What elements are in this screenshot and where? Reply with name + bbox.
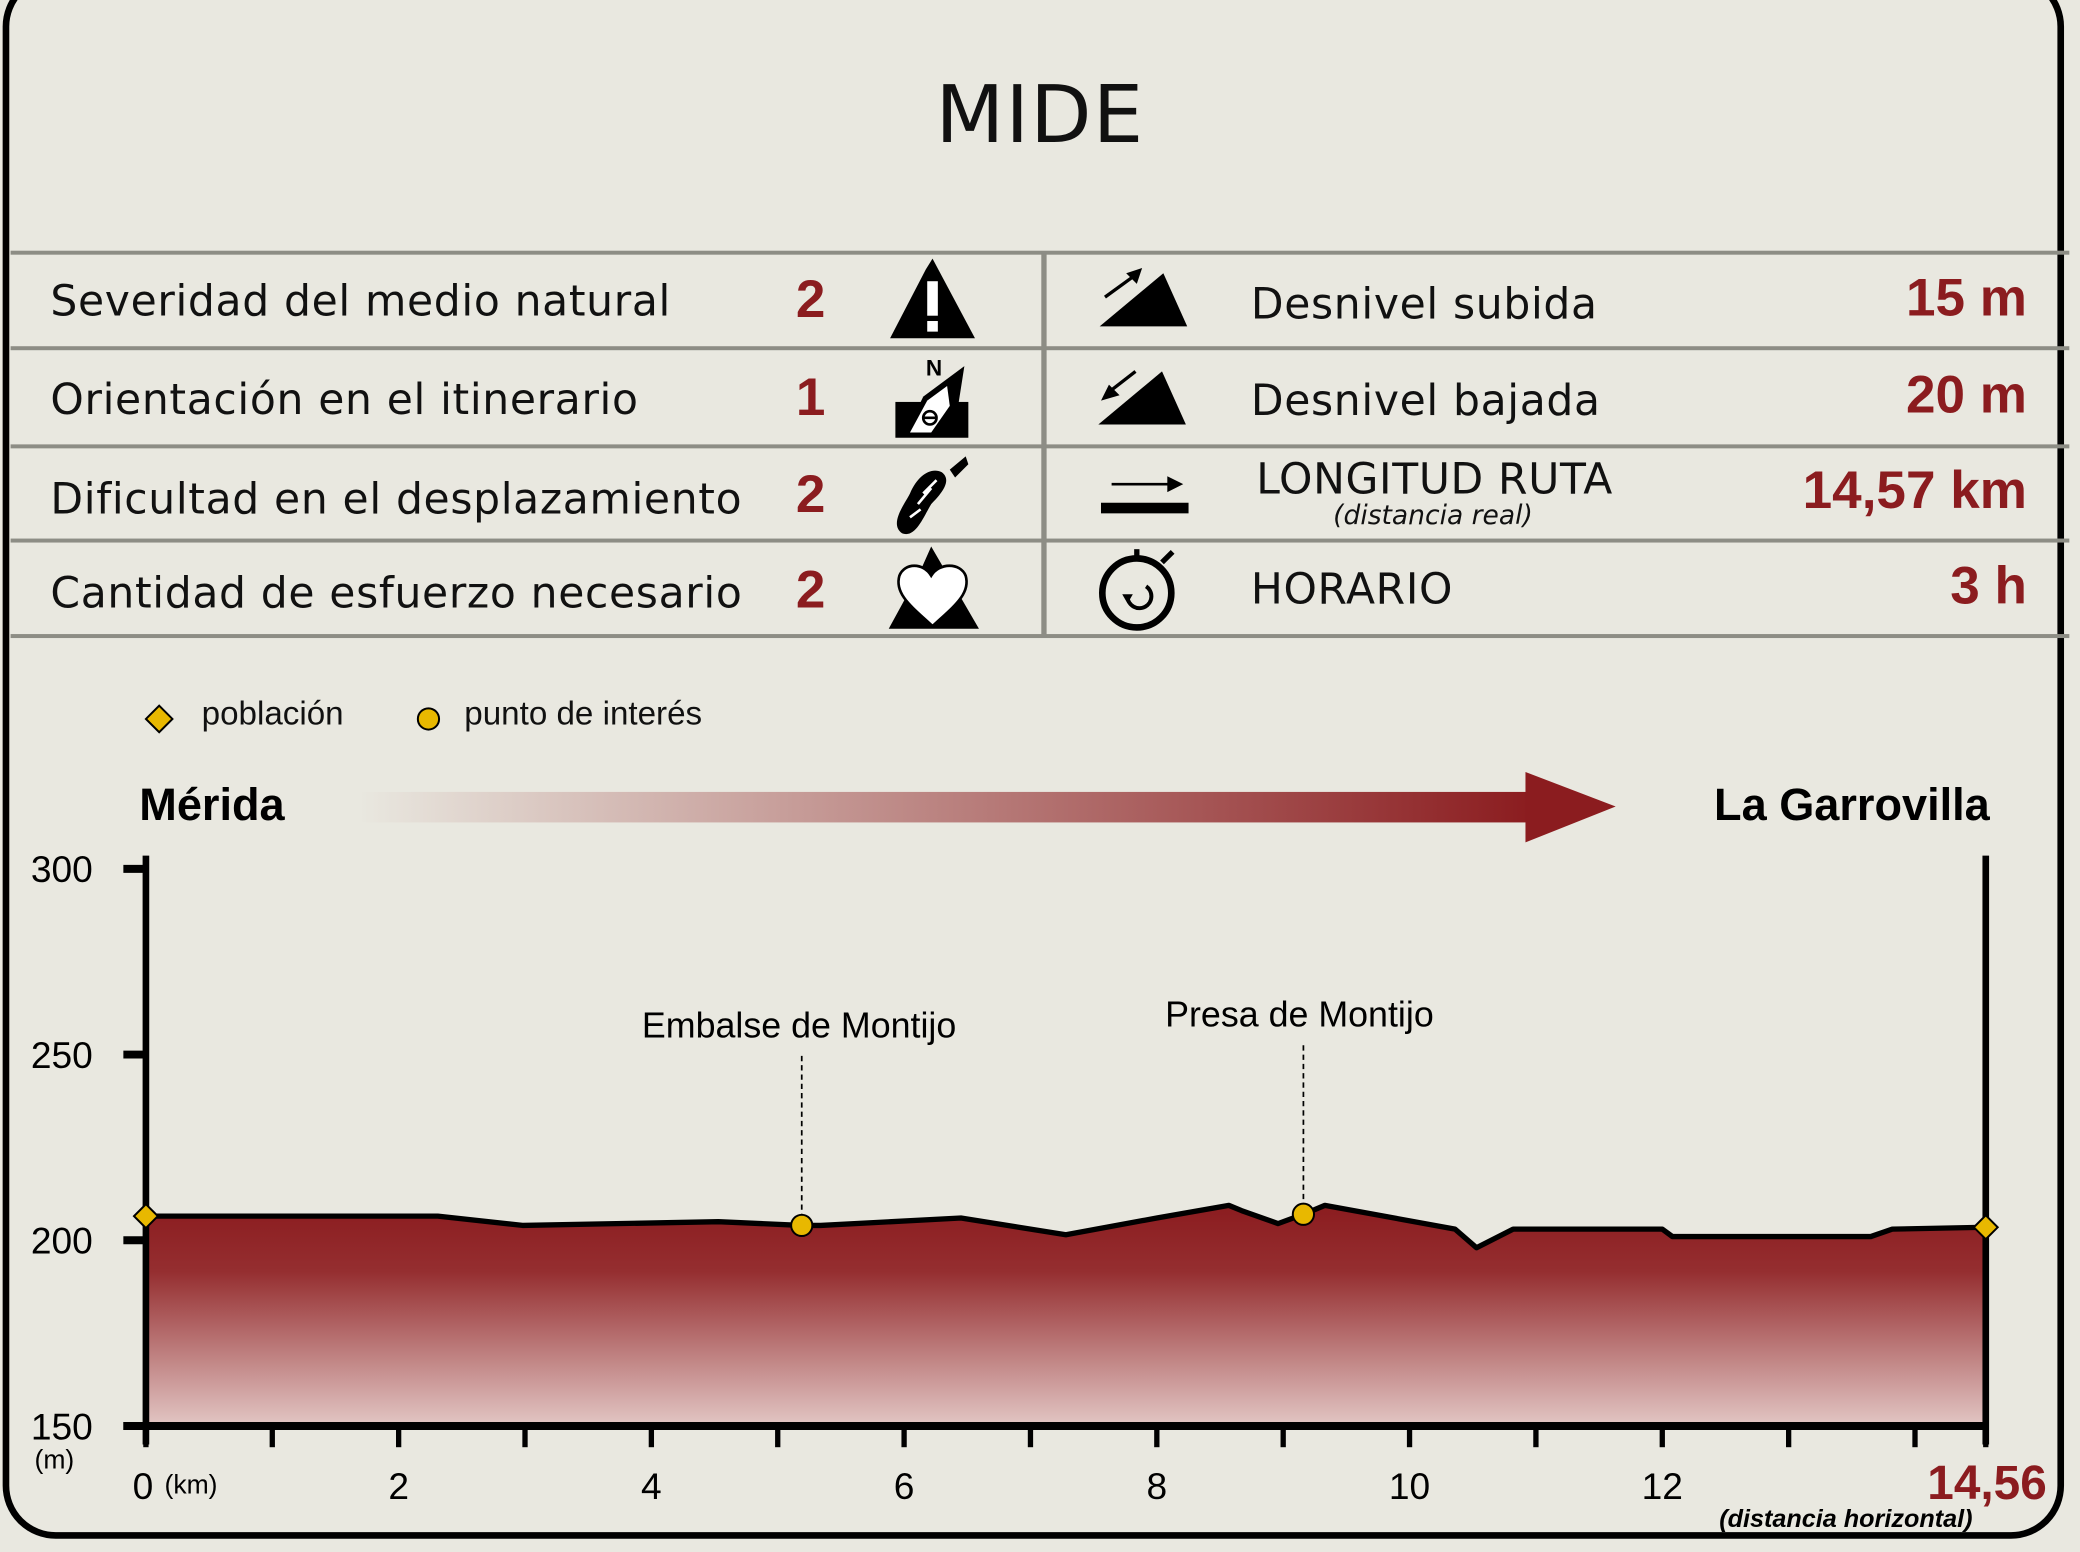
legend-town: población — [201, 695, 344, 733]
divider — [10, 444, 2070, 449]
orientation-label: Orientación en el itinerario — [50, 374, 639, 425]
elevation-area — [145, 1205, 1986, 1426]
start-town-label: Mérida — [139, 779, 285, 830]
poi-label: Presa de Montijo — [1165, 995, 1434, 1035]
heart-mountain-icon — [888, 546, 979, 629]
poi-legend-icon — [416, 707, 441, 731]
distance-arrow-icon — [1100, 476, 1189, 514]
length-label: LONGITUD RUTA — [1256, 453, 1613, 505]
divider — [10, 346, 2070, 351]
descent-label: Desnivel bajada — [1250, 375, 1601, 426]
length-sublabel: (distancia real) — [1333, 498, 1533, 531]
time-value: 3 h — [1950, 557, 2027, 616]
town-marker — [132, 1202, 160, 1230]
y-unit-label: (m) — [34, 1444, 74, 1474]
x-tick-label: 2 — [388, 1465, 409, 1507]
severity-label: Severidad del medio natural — [50, 275, 671, 327]
x-tick-label: 4 — [641, 1465, 662, 1507]
end-town-label: La Garrovilla — [1714, 779, 1991, 830]
divider — [1041, 253, 1047, 637]
svg-text:N: N — [926, 355, 942, 380]
severity-value: 2 — [795, 270, 826, 329]
x-tick-label: 0 — [133, 1465, 154, 1507]
x-tick-label: 8 — [1146, 1465, 1167, 1507]
slope-up-icon — [1099, 267, 1188, 327]
direction-arrow-head — [1525, 772, 1616, 843]
poi-marker — [790, 1213, 814, 1238]
slope-down-icon — [1098, 370, 1186, 425]
x-tick-label: 10 — [1389, 1465, 1430, 1507]
effort-value: 2 — [795, 561, 826, 620]
difficulty-value: 2 — [795, 465, 826, 524]
length-value: 14,57 km — [1802, 461, 2027, 520]
x-unit-label: (km) — [164, 1470, 217, 1500]
y-tick-label: 300 — [31, 848, 93, 890]
ascent-value: 15 m — [1905, 269, 2027, 328]
compass-north-icon: N — [895, 355, 969, 438]
page-title: MIDE — [935, 68, 1145, 162]
descent-value: 20 m — [1905, 366, 2027, 425]
x-total-label: 14,56 — [1927, 1457, 2046, 1510]
difficulty-label: Dificultad en el desplazamiento — [50, 473, 743, 524]
elevation-line — [145, 1202, 1986, 1251]
x-total-note: (distancia horizontal) — [1719, 1505, 1972, 1533]
divider — [10, 538, 2070, 543]
stopwatch-icon — [1099, 549, 1175, 631]
divider — [10, 634, 2070, 639]
effort-label: Cantidad de esfuerzo necesario — [50, 567, 743, 619]
poi-marker — [1291, 1202, 1316, 1226]
ascent-label: Desnivel subida — [1250, 278, 1598, 329]
direction-arrow-shaft — [358, 791, 1533, 823]
y-tick-label: 150 — [31, 1405, 93, 1447]
orientation-value: 1 — [795, 368, 826, 428]
y-tick-label: 200 — [31, 1220, 93, 1262]
town-marker — [1972, 1213, 2000, 1241]
boot-sole-icon — [896, 456, 969, 535]
poi-label: Embalse de Montijo — [642, 1005, 956, 1045]
divider — [10, 250, 2070, 255]
time-label: HORARIO — [1250, 563, 1454, 615]
mountain-warning-icon — [890, 258, 975, 339]
town-legend-icon — [144, 704, 174, 734]
y-tick-label: 250 — [31, 1034, 93, 1076]
x-tick-label: 12 — [1642, 1465, 1683, 1507]
legend-poi: punto de interés — [464, 695, 703, 733]
x-tick-label: 6 — [894, 1465, 915, 1507]
